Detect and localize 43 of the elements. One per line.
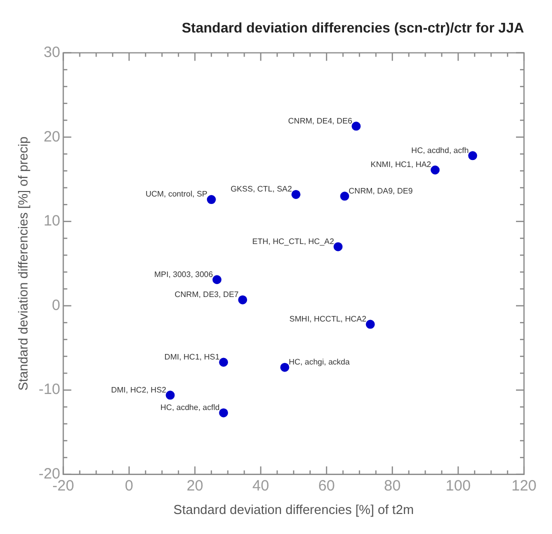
point (352, 122, 361, 131)
x-tick-label: 100 (446, 478, 471, 495)
annotation: GKSS, CTL, SA2 (230, 184, 292, 194)
y-tick-label: 0 (52, 296, 60, 314)
y-tick-label: -10 (38, 381, 60, 398)
annotation: CNRM, DE4, DE6 (288, 116, 353, 126)
annotation: CNRM, DA9, DE9 (348, 186, 414, 196)
annotation: HC, achgi, ackda (288, 358, 350, 367)
point (212, 275, 222, 284)
annotation: MPI, 3003, 3006 (154, 270, 214, 279)
point (166, 390, 175, 400)
point (280, 362, 290, 372)
x-tick-label: 120 (511, 478, 537, 495)
annotation: CNRM, DE3, DE7 (174, 290, 240, 300)
annotation: HC, acdhd, acfh (411, 146, 469, 155)
chart-title: Standard deviation differencies (scn-ctr)/ctr for JJA (182, 19, 524, 36)
annotation: UCM, control, SP (146, 190, 208, 199)
point (206, 195, 216, 204)
point (334, 242, 343, 252)
annotation: HC, acdhe, acfld (160, 403, 220, 412)
y-tick-label: 10 (44, 212, 60, 230)
point (340, 192, 350, 201)
x-tick-label: 20 (186, 478, 204, 495)
point (238, 295, 248, 304)
annotation: ETH, HC_CTL, HC_A2 (252, 236, 335, 246)
annotation: SMHI, HCCTL, HCA2 (289, 314, 367, 324)
point (219, 358, 228, 367)
annotation: KNMI, HC1, HA2 (370, 160, 432, 170)
x-tick-label: 80 (384, 478, 401, 495)
y-tick-label: 30 (44, 44, 60, 61)
y-tick-label: 20 (44, 128, 60, 146)
x-tick-label: 60 (318, 478, 335, 495)
point (291, 190, 300, 199)
annotation: DMI, HC2, HS2 (111, 385, 167, 394)
x-tick-label: 0 (124, 478, 134, 495)
annotation: DMI, HC1, HS1 (164, 352, 220, 362)
point (366, 320, 375, 329)
x-tick-label: 40 (252, 478, 270, 495)
point (219, 408, 228, 418)
x-axis-title: Standard deviation differencies [%] of t2m (173, 502, 414, 517)
y-axis-title: Standard deviation differencies [%] of precip (15, 136, 30, 391)
point (430, 166, 440, 175)
point (468, 151, 478, 160)
